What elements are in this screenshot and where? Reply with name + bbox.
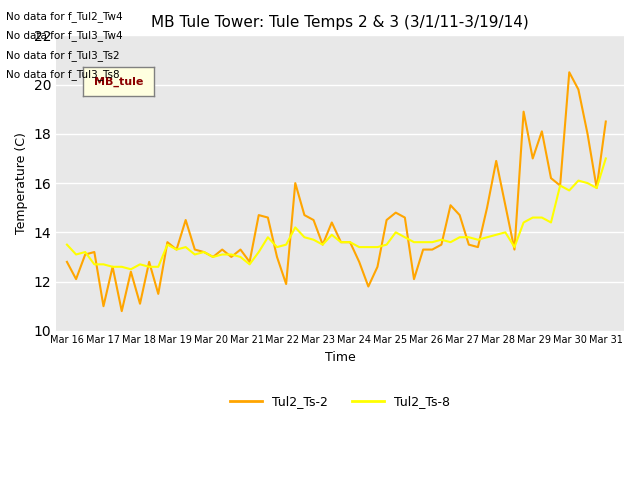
Tul2_Ts-8 [246,262,253,267]
Y-axis label: Temperature (C): Temperature (C) [15,132,28,234]
X-axis label: Time: Time [324,350,355,363]
Tul2_Ts-8 [227,252,235,257]
Title: MB Tule Tower: Tule Temps 2 & 3 (3/1/11-3/19/14): MB Tule Tower: Tule Temps 2 & 3 (3/1/11-… [151,15,529,30]
Tul2_Ts-2 [164,240,172,245]
Tul2_Ts-2 [227,254,235,260]
Tul2_Ts-2 [565,70,573,75]
Text: No data for f_Tul3_Ts8: No data for f_Tul3_Ts8 [6,69,120,80]
Tul2_Ts-2 [255,212,262,218]
Tul2_Ts-2 [410,276,418,282]
Text: No data for f_Tul2_Tw4: No data for f_Tul2_Tw4 [6,11,123,22]
Tul2_Ts-2 [602,119,610,124]
Tul2_Ts-2 [209,254,217,260]
Text: No data for f_Tul3_Tw4: No data for f_Tul3_Tw4 [6,30,123,41]
Line: Tul2_Ts-8: Tul2_Ts-8 [67,158,606,269]
Text: MB_tule: MB_tule [93,76,143,87]
Tul2_Ts-8 [63,242,71,248]
Tul2_Ts-8 [164,242,172,248]
Line: Tul2_Ts-2: Tul2_Ts-2 [67,72,606,311]
Tul2_Ts-8 [127,266,134,272]
Tul2_Ts-2 [63,259,71,265]
Tul2_Ts-8 [209,254,217,260]
Tul2_Ts-8 [255,249,262,255]
Tul2_Ts-2 [246,259,253,265]
Text: No data for f_Tul3_Ts2: No data for f_Tul3_Ts2 [6,49,120,60]
Tul2_Ts-8 [410,240,418,245]
Tul2_Ts-2 [118,308,125,314]
Tul2_Ts-8 [602,156,610,161]
Legend: Tul2_Ts-2, Tul2_Ts-8: Tul2_Ts-2, Tul2_Ts-8 [225,390,454,413]
